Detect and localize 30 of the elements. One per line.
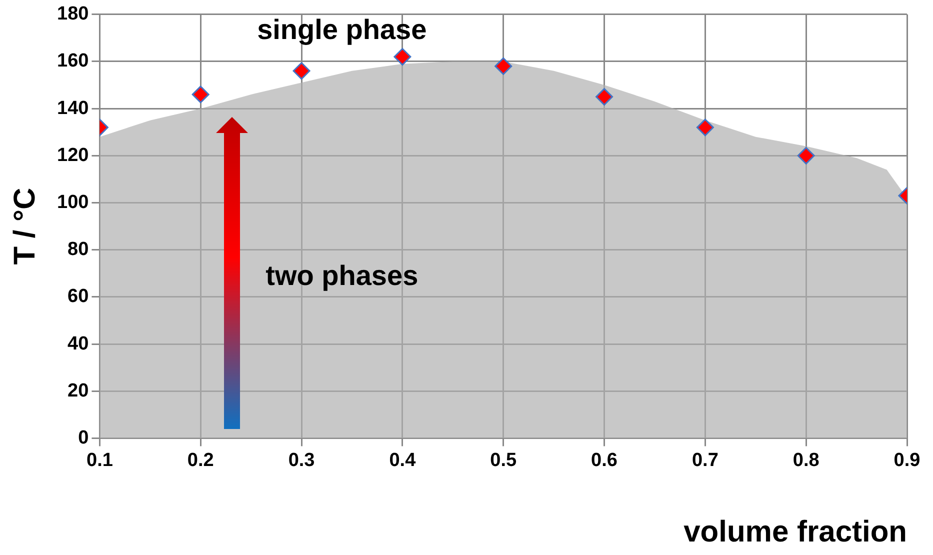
y-tick-label: 140 [57,98,89,119]
x-tick-label: 0.4 [389,450,416,471]
x-tick-label: 0.6 [591,450,618,471]
x-tick-label: 0.2 [187,450,214,471]
point [394,48,412,66]
x-axis-title: volume fraction [684,515,907,548]
y-tick-label: 60 [68,286,89,308]
point [596,88,614,106]
y-tick-label: 180 [57,4,89,25]
point [494,57,512,75]
point [192,86,210,104]
annotation: single phase [257,14,427,46]
y-tick-label: 20 [68,380,89,402]
x-tick-label: 0.1 [86,450,114,471]
x-tick-label: 0.8 [792,450,820,471]
y-axis-title: T / °C [8,188,42,265]
point [292,62,310,80]
point [696,118,714,136]
annotation: two phases [266,260,418,291]
y-tick-label: 160 [57,50,89,72]
y-tick-label: 100 [57,192,89,213]
y-tick-label: 40 [68,333,89,354]
x-tick-label: 0.5 [490,450,517,471]
x-tick-label: 0.7 [692,450,718,471]
point [797,146,815,164]
y-tick-label: 120 [57,144,89,166]
x-tick-label: 0.3 [288,450,315,471]
y-tick-label: 0 [78,427,89,448]
y-tick-label: 80 [68,239,89,260]
x-tick-label: 0.9 [894,450,920,471]
